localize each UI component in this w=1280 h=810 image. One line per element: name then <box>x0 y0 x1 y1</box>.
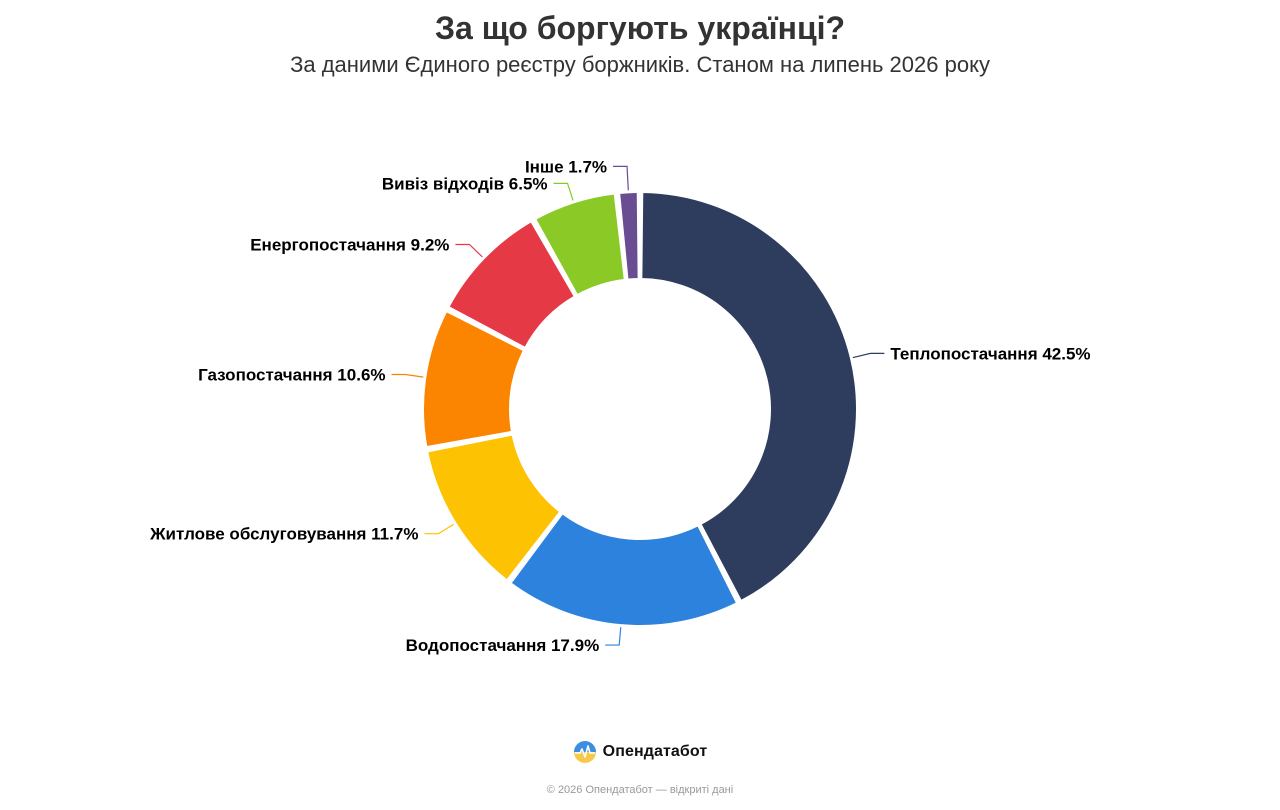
slice-label-4: Енергопостачання 9.2% <box>250 235 449 254</box>
leader-line-6 <box>613 165 629 191</box>
slice-labels: Теплопостачання 42.5% Водопостачання 17.9… <box>149 157 1090 655</box>
slice-0[interactable] <box>640 191 858 603</box>
slice-6[interactable] <box>618 191 640 281</box>
donut-slices <box>422 191 858 627</box>
slice-label-6: Інше 1.7% <box>525 157 607 176</box>
chart-subtitle: За даними Єдиного реєстру боржників. Ста… <box>290 52 990 77</box>
leader-lines <box>391 165 885 646</box>
brand-name: Опендатабот <box>602 743 708 760</box>
slice-label-5: Вивіз відходів 6.5% <box>382 174 548 193</box>
slice-label-3: Газопостачання 10.6% <box>198 366 385 385</box>
slice-5[interactable] <box>534 192 626 297</box>
slice-label-2: Житлове обслуговування 11.7% <box>149 525 418 544</box>
leader-line-1 <box>605 627 622 646</box>
slice-3[interactable] <box>422 310 525 449</box>
copyright: © 2026 Опендатабот — відкриті дані <box>546 784 734 796</box>
opendatabot-logo-icon <box>573 741 596 763</box>
slice-2[interactable] <box>426 433 562 582</box>
leader-line-5 <box>553 182 574 201</box>
slice-4[interactable] <box>447 220 576 349</box>
leader-line-0 <box>852 352 885 359</box>
leader-line-3 <box>391 373 424 378</box>
chart-title: За що боргують українці? <box>434 10 846 46</box>
leader-line-2 <box>424 523 455 535</box>
footer-brand: Опендатабот <box>0 740 1280 764</box>
slice-label-0: Теплопостачання 42.5% <box>890 344 1090 363</box>
slice-label-1: Водопостачання 17.9% <box>406 636 600 655</box>
leader-line-4 <box>455 243 483 258</box>
slice-1[interactable] <box>509 512 739 627</box>
